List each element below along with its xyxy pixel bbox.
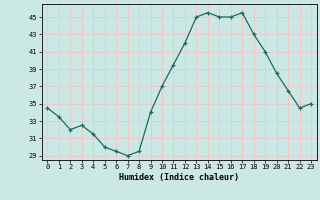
X-axis label: Humidex (Indice chaleur): Humidex (Indice chaleur) [119, 173, 239, 182]
